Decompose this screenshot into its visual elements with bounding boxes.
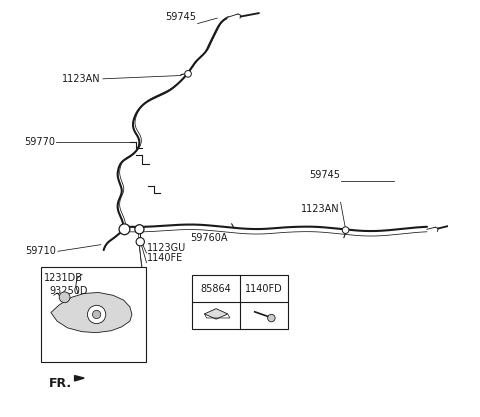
- Text: 1231DB: 1231DB: [44, 274, 83, 284]
- Text: 1123AN: 1123AN: [62, 74, 101, 84]
- Circle shape: [119, 224, 130, 235]
- Circle shape: [59, 292, 70, 303]
- Text: 59760A: 59760A: [190, 233, 228, 243]
- Text: 59710: 59710: [25, 246, 56, 256]
- Circle shape: [342, 227, 349, 234]
- Circle shape: [87, 305, 106, 324]
- Text: 59770: 59770: [24, 137, 55, 147]
- Circle shape: [268, 314, 275, 322]
- Text: 59745: 59745: [309, 170, 340, 180]
- Text: 1123GU: 1123GU: [146, 243, 186, 253]
- Polygon shape: [51, 292, 132, 333]
- Circle shape: [93, 310, 101, 319]
- Text: 93250D: 93250D: [49, 286, 88, 296]
- Text: 85864: 85864: [201, 284, 231, 294]
- Circle shape: [185, 70, 192, 77]
- Text: FR.: FR.: [49, 377, 72, 389]
- Text: 1123AN: 1123AN: [301, 203, 340, 214]
- Circle shape: [135, 225, 144, 234]
- Text: 59745: 59745: [166, 13, 196, 22]
- Polygon shape: [204, 309, 228, 319]
- Bar: [40, 267, 146, 362]
- Text: 1140FE: 1140FE: [146, 253, 183, 263]
- Bar: [192, 275, 288, 329]
- Circle shape: [136, 238, 144, 246]
- Text: 1140FD: 1140FD: [245, 284, 283, 294]
- Polygon shape: [74, 376, 84, 381]
